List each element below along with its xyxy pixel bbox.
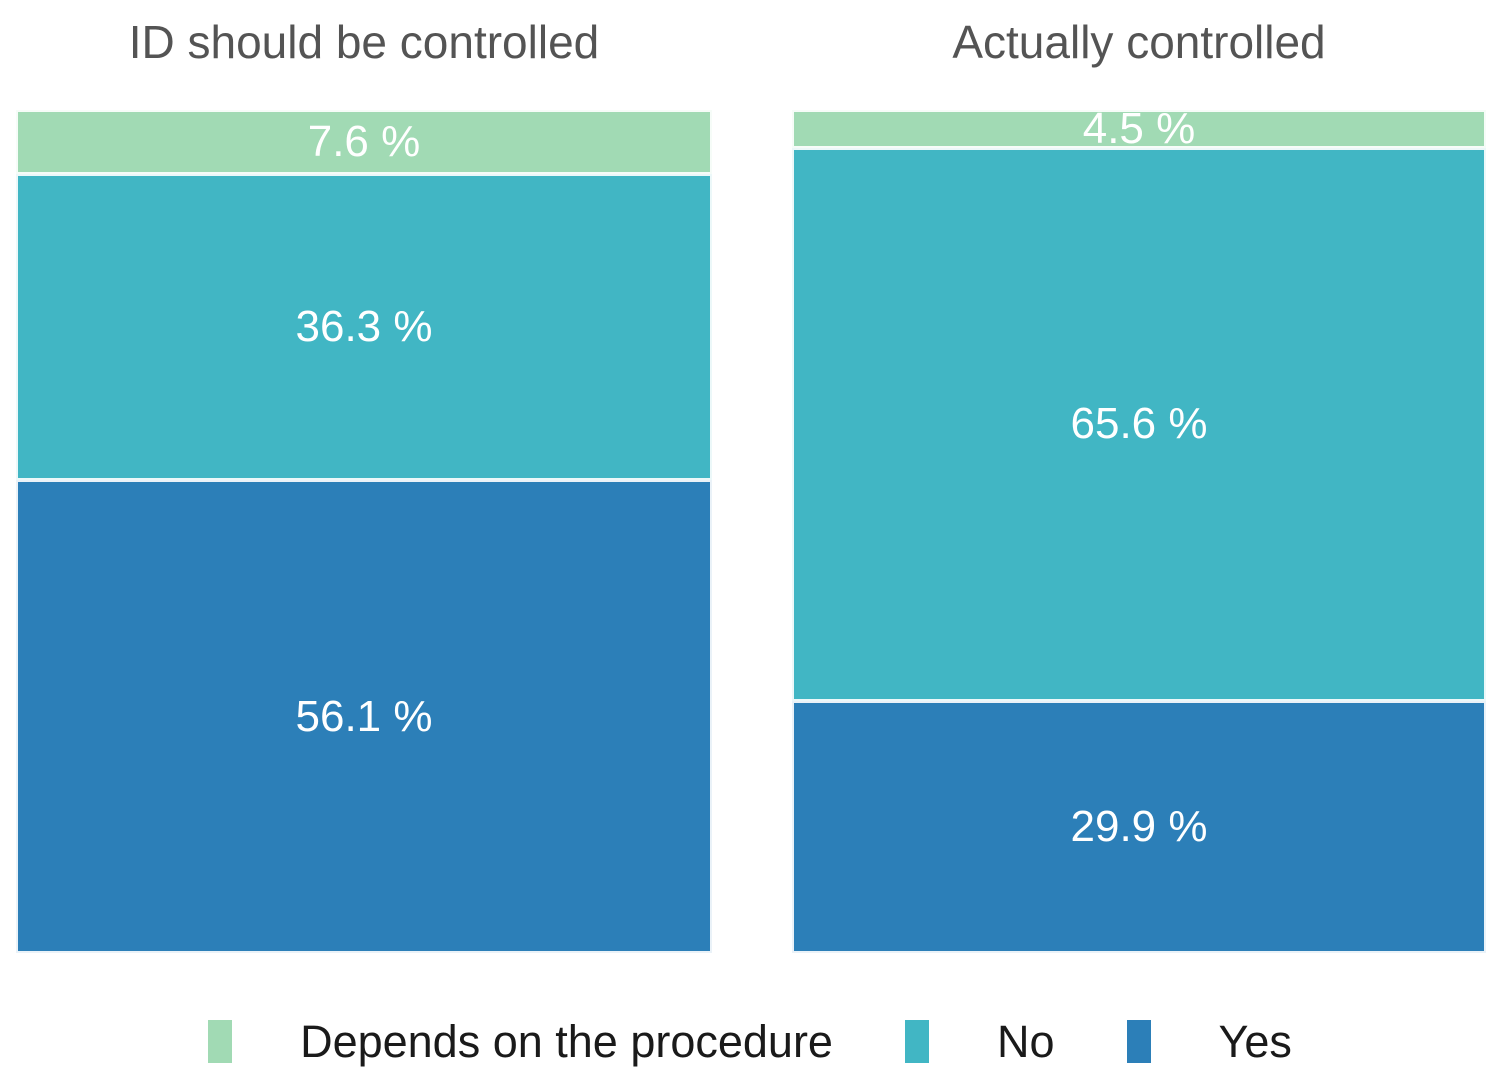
legend-label-depends: Depends on the procedure [300, 1015, 833, 1067]
segment-left-no: 36.3 % [16, 174, 712, 481]
segment-right-depends: 4.5 % [792, 103, 1486, 153]
segment-right-no: 65.6 % [792, 147, 1486, 701]
legend-item-depends: Depends on the procedure [208, 1019, 833, 1064]
segment-right-yes: 29.9 % [792, 700, 1486, 953]
legend: Depends on the procedure No Yes [0, 1002, 1500, 1080]
stacked-bar-left: 7.6 % 36.3 % 56.1 % [16, 110, 712, 953]
column-title-right: Actually controlled [952, 16, 1326, 68]
column-id-should-be-controlled: ID should be controlled 7.6 % 36.3 % 56.… [16, 0, 712, 953]
chart-columns: ID should be controlled 7.6 % 36.3 % 56.… [16, 0, 1486, 953]
stacked-bar-right: 4.5 % 65.6 % 29.9 % [792, 103, 1486, 953]
legend-label-yes: Yes [1218, 1015, 1292, 1067]
column-title-left: ID should be controlled [128, 16, 600, 68]
legend-swatch-no [904, 1019, 929, 1063]
segment-value-label: 4.5 % [1082, 103, 1196, 153]
segment-left-depends: 7.6 % [16, 110, 712, 175]
segment-value-label: 29.9 % [1070, 801, 1208, 851]
legend-swatch-yes [1126, 1019, 1151, 1063]
segment-left-yes: 56.1 % [16, 480, 712, 953]
column-actually-controlled: Actually controlled 4.5 % 65.6 % 29.9 % [792, 0, 1486, 953]
segment-value-label: 56.1 % [295, 691, 433, 741]
legend-item-no: No [904, 1015, 1055, 1067]
segment-value-label: 7.6 % [307, 117, 421, 167]
legend-item-yes: Yes [1126, 1015, 1292, 1067]
legend-label-no: No [996, 1015, 1055, 1067]
legend-swatch-depends [208, 1019, 233, 1063]
segment-value-label: 36.3 % [295, 302, 433, 352]
segment-value-label: 65.6 % [1070, 399, 1208, 449]
